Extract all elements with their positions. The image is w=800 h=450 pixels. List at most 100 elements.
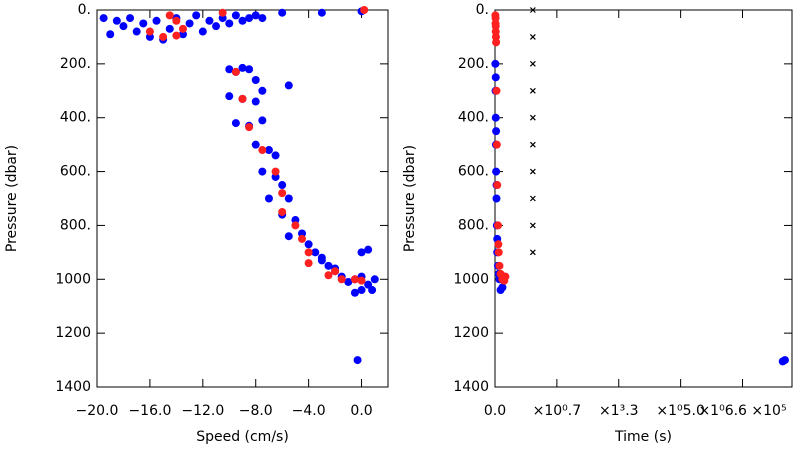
- point: [357, 286, 366, 295]
- point: [251, 76, 260, 85]
- point: [278, 8, 287, 17]
- point: [251, 97, 260, 106]
- point: [245, 14, 254, 23]
- point: [494, 248, 503, 257]
- point: [492, 140, 501, 149]
- point: [212, 22, 221, 31]
- point: [491, 113, 500, 122]
- point: [258, 167, 267, 176]
- point: [493, 181, 502, 190]
- point: [238, 63, 247, 72]
- point: [324, 271, 333, 280]
- point: [360, 6, 369, 14]
- point: [368, 286, 377, 295]
- point: [278, 207, 287, 216]
- point: [492, 86, 501, 95]
- point: [492, 38, 501, 47]
- point: [258, 86, 267, 95]
- point: [251, 11, 260, 20]
- y-tick-label: 1200: [453, 325, 489, 341]
- point: [350, 275, 359, 284]
- point: [165, 11, 174, 20]
- point: [258, 146, 267, 155]
- point: [231, 11, 240, 20]
- point: [491, 59, 500, 68]
- point: [284, 81, 293, 90]
- y-axis-label: Pressure (dbar): [4, 145, 20, 252]
- point: [304, 259, 313, 268]
- y-tick-label: 600.: [60, 164, 91, 180]
- y-tick-label: 1200: [55, 325, 91, 341]
- point: [491, 22, 500, 31]
- x-tick-label: −12.0: [181, 403, 224, 419]
- point: [238, 94, 247, 103]
- y-tick-label: 1000: [55, 271, 91, 287]
- point: [492, 127, 501, 136]
- point: [205, 16, 214, 25]
- point: [778, 357, 787, 366]
- point: [126, 14, 135, 23]
- point: [225, 65, 234, 74]
- point: [364, 245, 373, 254]
- x-tick-label: 0.0: [350, 403, 372, 419]
- point: [258, 14, 267, 23]
- x-marker: [529, 114, 536, 121]
- point: [304, 248, 313, 257]
- point: [231, 119, 240, 128]
- point: [218, 8, 227, 17]
- point: [357, 276, 366, 285]
- point: [231, 67, 240, 76]
- point: [185, 19, 194, 28]
- y-tick-label: 600.: [458, 164, 489, 180]
- point: [172, 31, 181, 40]
- point: [271, 167, 280, 176]
- point: [491, 14, 500, 23]
- point: [112, 16, 121, 25]
- point: [298, 234, 307, 243]
- x-tick-label: −8.0: [239, 403, 273, 419]
- point: [264, 146, 273, 155]
- point: [264, 194, 273, 203]
- point: [145, 27, 154, 36]
- point: [370, 275, 379, 284]
- x-marker: [529, 60, 536, 67]
- y-tick-label: 200.: [458, 56, 489, 72]
- x-tick-label: ×1⁰5.0: [656, 403, 705, 419]
- point: [245, 65, 254, 74]
- point: [491, 73, 500, 82]
- point: [192, 11, 201, 20]
- point: [178, 24, 187, 33]
- point: [357, 248, 366, 257]
- x-tick-label: −20.0: [76, 403, 119, 419]
- point: [245, 123, 254, 132]
- point: [317, 8, 326, 17]
- x-tick-label: −4.0: [292, 403, 326, 419]
- x-marker: [529, 249, 536, 256]
- y-tick-label: 1400: [55, 379, 91, 395]
- point: [498, 283, 507, 292]
- point: [337, 275, 346, 284]
- point: [324, 261, 333, 270]
- y-tick-label: 800.: [458, 217, 489, 233]
- point: [291, 221, 300, 230]
- point: [317, 256, 326, 265]
- y-tick-label: 400.: [458, 110, 489, 126]
- x-tick-label: ×1⁰6.6 ×10⁵: [698, 403, 786, 419]
- point: [494, 240, 503, 249]
- point: [278, 189, 287, 198]
- y-tick-label: 200.: [60, 56, 91, 72]
- x-tick-label: ×1³.3: [599, 403, 639, 419]
- point: [165, 24, 174, 33]
- point: [492, 167, 501, 176]
- point: [331, 267, 340, 276]
- point: [350, 288, 359, 297]
- y-tick-label: 800.: [60, 217, 91, 233]
- point: [304, 240, 313, 249]
- point: [344, 277, 353, 286]
- point: [99, 14, 108, 23]
- x-tick-label: −16.0: [128, 403, 171, 419]
- x-axis-label: Time (s): [614, 429, 672, 445]
- x-tick-label: 0.0: [484, 403, 506, 419]
- x-marker: [529, 222, 536, 229]
